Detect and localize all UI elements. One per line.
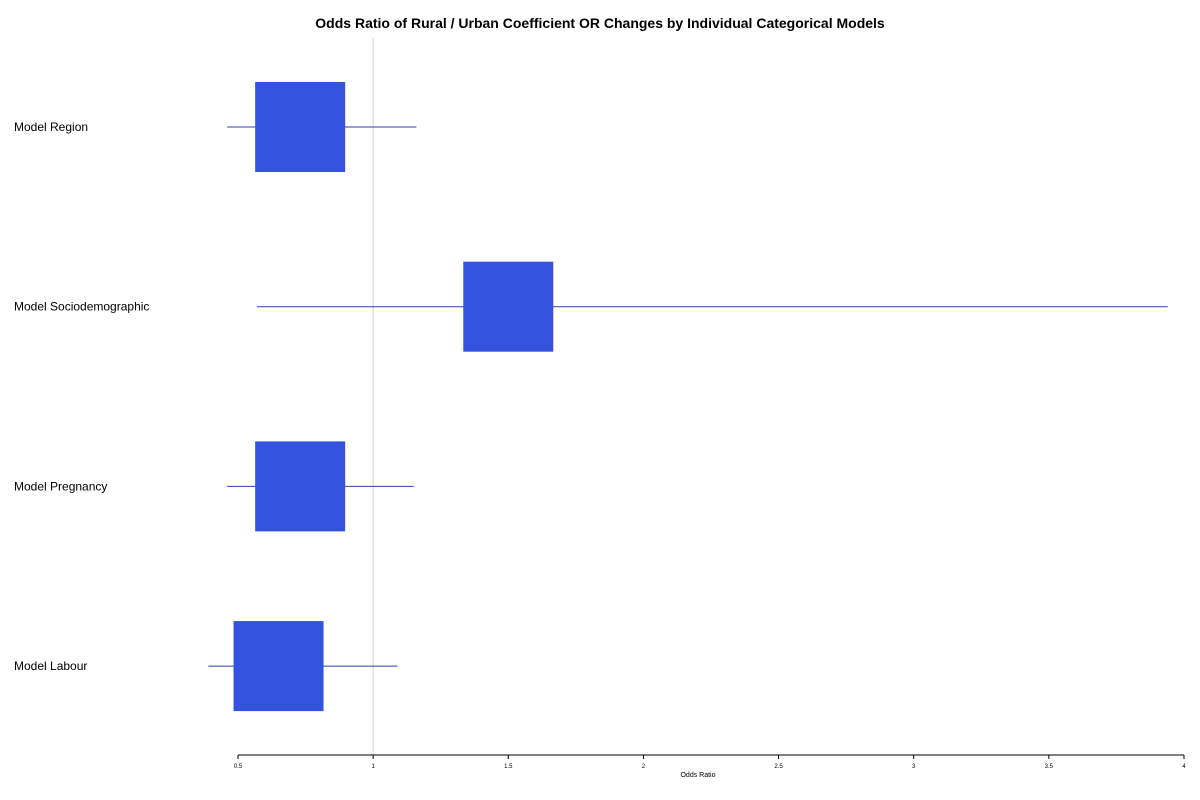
x-tick-label: 4 bbox=[1182, 764, 1186, 770]
x-tick-label: 1.5 bbox=[504, 764, 513, 770]
x-axis: 0.5 1 1.5 2 2.5 3 3.5 4 bbox=[234, 754, 1186, 770]
x-tick-label: 3.5 bbox=[1045, 764, 1054, 770]
x-tick-label: 1 bbox=[371, 764, 375, 770]
x-tick-label: 2.5 bbox=[774, 764, 783, 770]
x-axis-title: Odds Ratio bbox=[680, 772, 715, 779]
estimate-box bbox=[463, 261, 554, 352]
estimate-box bbox=[233, 621, 324, 712]
x-tick-label: 0.5 bbox=[234, 764, 243, 770]
row-label: Model Labour bbox=[14, 659, 87, 673]
estimate-box bbox=[255, 82, 346, 172]
row-label: Model Region bbox=[14, 120, 88, 134]
row-label: Model Sociodemographic bbox=[14, 300, 149, 314]
x-tick-label: 2 bbox=[642, 764, 646, 770]
x-tick-label: 3 bbox=[912, 764, 916, 770]
row-label: Model Pregnancy bbox=[14, 479, 107, 493]
rows-layer: Model Region Model Sociodemographic Model … bbox=[14, 82, 1168, 712]
estimate-box bbox=[255, 441, 346, 532]
chart-title: Odds Ratio of Rural / Urban Coefficient … bbox=[315, 15, 885, 31]
